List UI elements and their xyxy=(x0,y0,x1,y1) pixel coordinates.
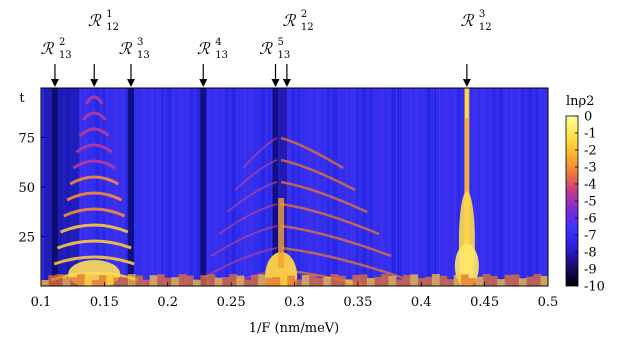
annotation-sub: 12 xyxy=(301,22,314,33)
colorbar-label: lnρ2 xyxy=(566,94,594,109)
annotation-R12-2: ℛ 12 2 xyxy=(283,9,314,87)
annotation-sup: 2 xyxy=(301,9,307,20)
annotation-sup: 1 xyxy=(106,9,112,20)
x-tick-label: 0.1 xyxy=(31,295,52,310)
dark-line xyxy=(127,88,134,286)
colorbar-tick-label: -3 xyxy=(584,161,597,176)
colorbar-tick-label: 0 xyxy=(584,110,592,125)
annotation-R13-4: ℛ 13 4 xyxy=(197,37,228,87)
annotation-R13-5: ℛ 13 5 xyxy=(259,37,290,87)
annotation-sub: 13 xyxy=(59,50,72,61)
annotation-label: ℛ xyxy=(460,11,474,30)
annotation-label: ℛ xyxy=(119,39,133,58)
annotation-sub: 13 xyxy=(277,50,290,61)
colorbar-tick-label: -6 xyxy=(584,212,597,227)
y-tick-label: 50 xyxy=(18,181,35,196)
annotation-R13-3: ℛ 13 3 xyxy=(119,37,150,87)
colorbar-tick-label: -5 xyxy=(584,195,597,210)
colorbar-tick-label: -8 xyxy=(584,246,597,261)
annotation-sub: 13 xyxy=(215,50,228,61)
colorbar: lnρ2 0 -1 -2 -3 -4 -5 -6 -7 -8 -9 -10 xyxy=(565,94,605,295)
x-tick-label: 0.15 xyxy=(90,295,119,310)
x-axis-label: 1/F (nm/meV) xyxy=(249,321,339,336)
x-tick-label: 0.25 xyxy=(217,295,246,310)
x-tick-label: 0.35 xyxy=(343,295,372,310)
colorbar-tick-label: -9 xyxy=(584,263,597,278)
colorbar-tick-label: -10 xyxy=(584,280,605,295)
x-tick-label: 0.2 xyxy=(157,295,178,310)
plot-area xyxy=(41,88,548,286)
dark-line xyxy=(272,88,279,286)
y-tick-label: 25 xyxy=(18,231,35,246)
x-tick-label: 0.5 xyxy=(538,295,559,310)
annotation-sub: 13 xyxy=(137,50,150,61)
colorbar-tick-label: -7 xyxy=(584,229,597,244)
annotation-sup: 4 xyxy=(215,37,221,48)
annotation-label: ℛ xyxy=(41,39,55,58)
annotation-label: ℛ xyxy=(88,11,102,30)
annotation-sup: 3 xyxy=(479,9,485,20)
colorbar-tick-label: -4 xyxy=(584,178,597,193)
colorbar-tick-label: -2 xyxy=(584,144,597,159)
annotation-R12-3: ℛ 12 3 xyxy=(460,9,492,87)
bottom-band xyxy=(41,274,548,286)
annotation-sup: 3 xyxy=(137,37,143,48)
annotation-sub: 12 xyxy=(479,22,492,33)
annotation-R12-1: ℛ 12 1 xyxy=(88,9,119,87)
x-tick-label: 0.3 xyxy=(284,295,305,310)
annotation-label: ℛ xyxy=(283,11,297,30)
annotation-R13-2: ℛ 13 2 xyxy=(41,37,72,87)
annotation-sub: 12 xyxy=(106,22,119,33)
y-tick-label: 75 xyxy=(18,132,35,147)
x-axis: 0.1 0.15 0.2 0.25 0.3 0.35 0.4 0.45 0.5 xyxy=(31,282,559,310)
annotation-label: ℛ xyxy=(259,39,273,58)
y-axis-label: t xyxy=(19,91,25,106)
colorbar-tick-label: -1 xyxy=(584,127,597,142)
x-tick-label: 0.4 xyxy=(411,295,432,310)
annotation-sup: 5 xyxy=(277,37,283,48)
dark-line xyxy=(200,88,207,286)
x-tick-label: 0.45 xyxy=(470,295,499,310)
dark-band xyxy=(43,88,80,286)
y-axis: 25 50 75 xyxy=(18,132,45,246)
annotation-sup: 2 xyxy=(59,37,65,48)
annotation-label: ℛ xyxy=(197,39,211,58)
